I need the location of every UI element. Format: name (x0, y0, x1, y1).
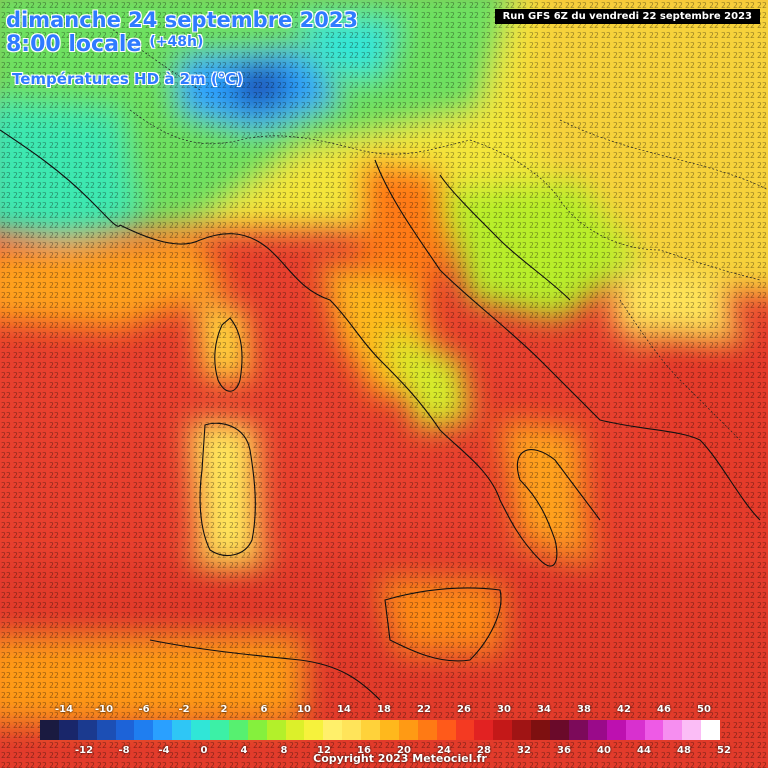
legend-swatch (493, 720, 513, 740)
color-scale-legend (40, 720, 721, 740)
legend-tick-upper: -2 (178, 704, 190, 715)
legend-tick-lower: 12 (317, 745, 331, 756)
legend-tick-lower: 52 (717, 745, 731, 756)
legend-swatch (398, 720, 418, 740)
legend-tick-lower: 4 (240, 745, 248, 756)
coastlines (0, 129, 761, 701)
legend-swatch (531, 720, 551, 740)
legend-swatch (701, 720, 721, 740)
legend-swatch (342, 720, 362, 740)
legend-tick-lower: 48 (677, 745, 691, 756)
legend-tick-upper: 46 (657, 704, 671, 715)
legend-swatch (455, 720, 475, 740)
legend-tick-lower: 8 (280, 745, 288, 756)
time-value: 8:00 locale (6, 32, 142, 57)
legend-swatch (228, 720, 248, 740)
legend-swatch (512, 720, 532, 740)
legend-swatch (40, 720, 59, 740)
legend-tick-upper: 10 (297, 704, 311, 715)
legend-tick-lower: -4 (158, 745, 170, 756)
run-info-badge: Run GFS 6Z du vendredi 22 septembre 2023 (494, 9, 760, 24)
legend-tick-upper: 6 (260, 704, 268, 715)
forecast-offset: (+48h) (149, 34, 204, 50)
legend-swatch (247, 720, 267, 740)
legend-swatch (210, 720, 229, 740)
legend-swatch (266, 720, 286, 740)
legend-swatch (361, 720, 381, 740)
legend-tick-lower: 40 (597, 745, 611, 756)
legend-tick-upper: -10 (94, 704, 114, 715)
legend-swatch (606, 720, 626, 740)
legend-tick-lower: 20 (397, 745, 411, 756)
time-line: 8:00 locale (+48h) (6, 32, 203, 57)
legend-tick-lower: 36 (557, 745, 571, 756)
legend-swatch (474, 720, 494, 740)
legend-tick-lower: -12 (74, 745, 94, 756)
legend-swatch (191, 720, 211, 740)
legend-swatch (417, 720, 437, 740)
legend-tick-lower: 28 (477, 745, 491, 756)
copyright: Copyright 2023 Meteociel.fr (313, 752, 487, 765)
legend-tick-upper: 34 (537, 704, 551, 715)
legend-swatch (550, 720, 569, 740)
legend-tick-lower: 24 (437, 745, 451, 756)
legend-swatch (134, 720, 154, 740)
legend-swatch (172, 720, 192, 740)
legend-swatch (153, 720, 173, 740)
borders (99, 19, 768, 441)
legend-swatch (58, 720, 78, 740)
variable-label: Températures HD à 2m (°C) (12, 70, 244, 88)
legend-tick-upper: 26 (457, 704, 471, 715)
legend-tick-lower: 16 (357, 745, 371, 756)
legend-tick-upper: 22 (417, 704, 431, 715)
legend-tick-upper: 38 (577, 704, 591, 715)
legend-tick-lower: -8 (118, 745, 130, 756)
legend-swatch (436, 720, 456, 740)
legend-tick-lower: 44 (637, 745, 651, 756)
legend-tick-lower: 0 (200, 745, 208, 756)
legend-swatch (323, 720, 343, 740)
legend-swatch (304, 720, 324, 740)
legend-tick-upper: -14 (54, 704, 74, 715)
legend-tick-upper: -6 (138, 704, 150, 715)
legend-swatch (644, 720, 664, 740)
legend-swatch (77, 720, 97, 740)
legend-tick-upper: 14 (337, 704, 351, 715)
legend-swatch (682, 720, 702, 740)
legend-tick-upper: 50 (697, 704, 711, 715)
legend-swatch (568, 720, 588, 740)
legend-tick-upper: 2 (220, 704, 228, 715)
legend-swatch (96, 720, 116, 740)
legend-tick-lower: 32 (517, 745, 531, 756)
legend-swatch (285, 720, 305, 740)
legend-swatch (587, 720, 607, 740)
legend-swatch (625, 720, 645, 740)
legend-swatch (663, 720, 683, 740)
legend-tick-upper: 42 (617, 704, 631, 715)
legend-swatch (115, 720, 135, 740)
legend-tick-upper: 18 (377, 704, 391, 715)
legend-tick-upper: 30 (497, 704, 511, 715)
legend-swatch (380, 720, 399, 740)
date-line: dimanche 24 septembre 2023 (6, 8, 359, 32)
